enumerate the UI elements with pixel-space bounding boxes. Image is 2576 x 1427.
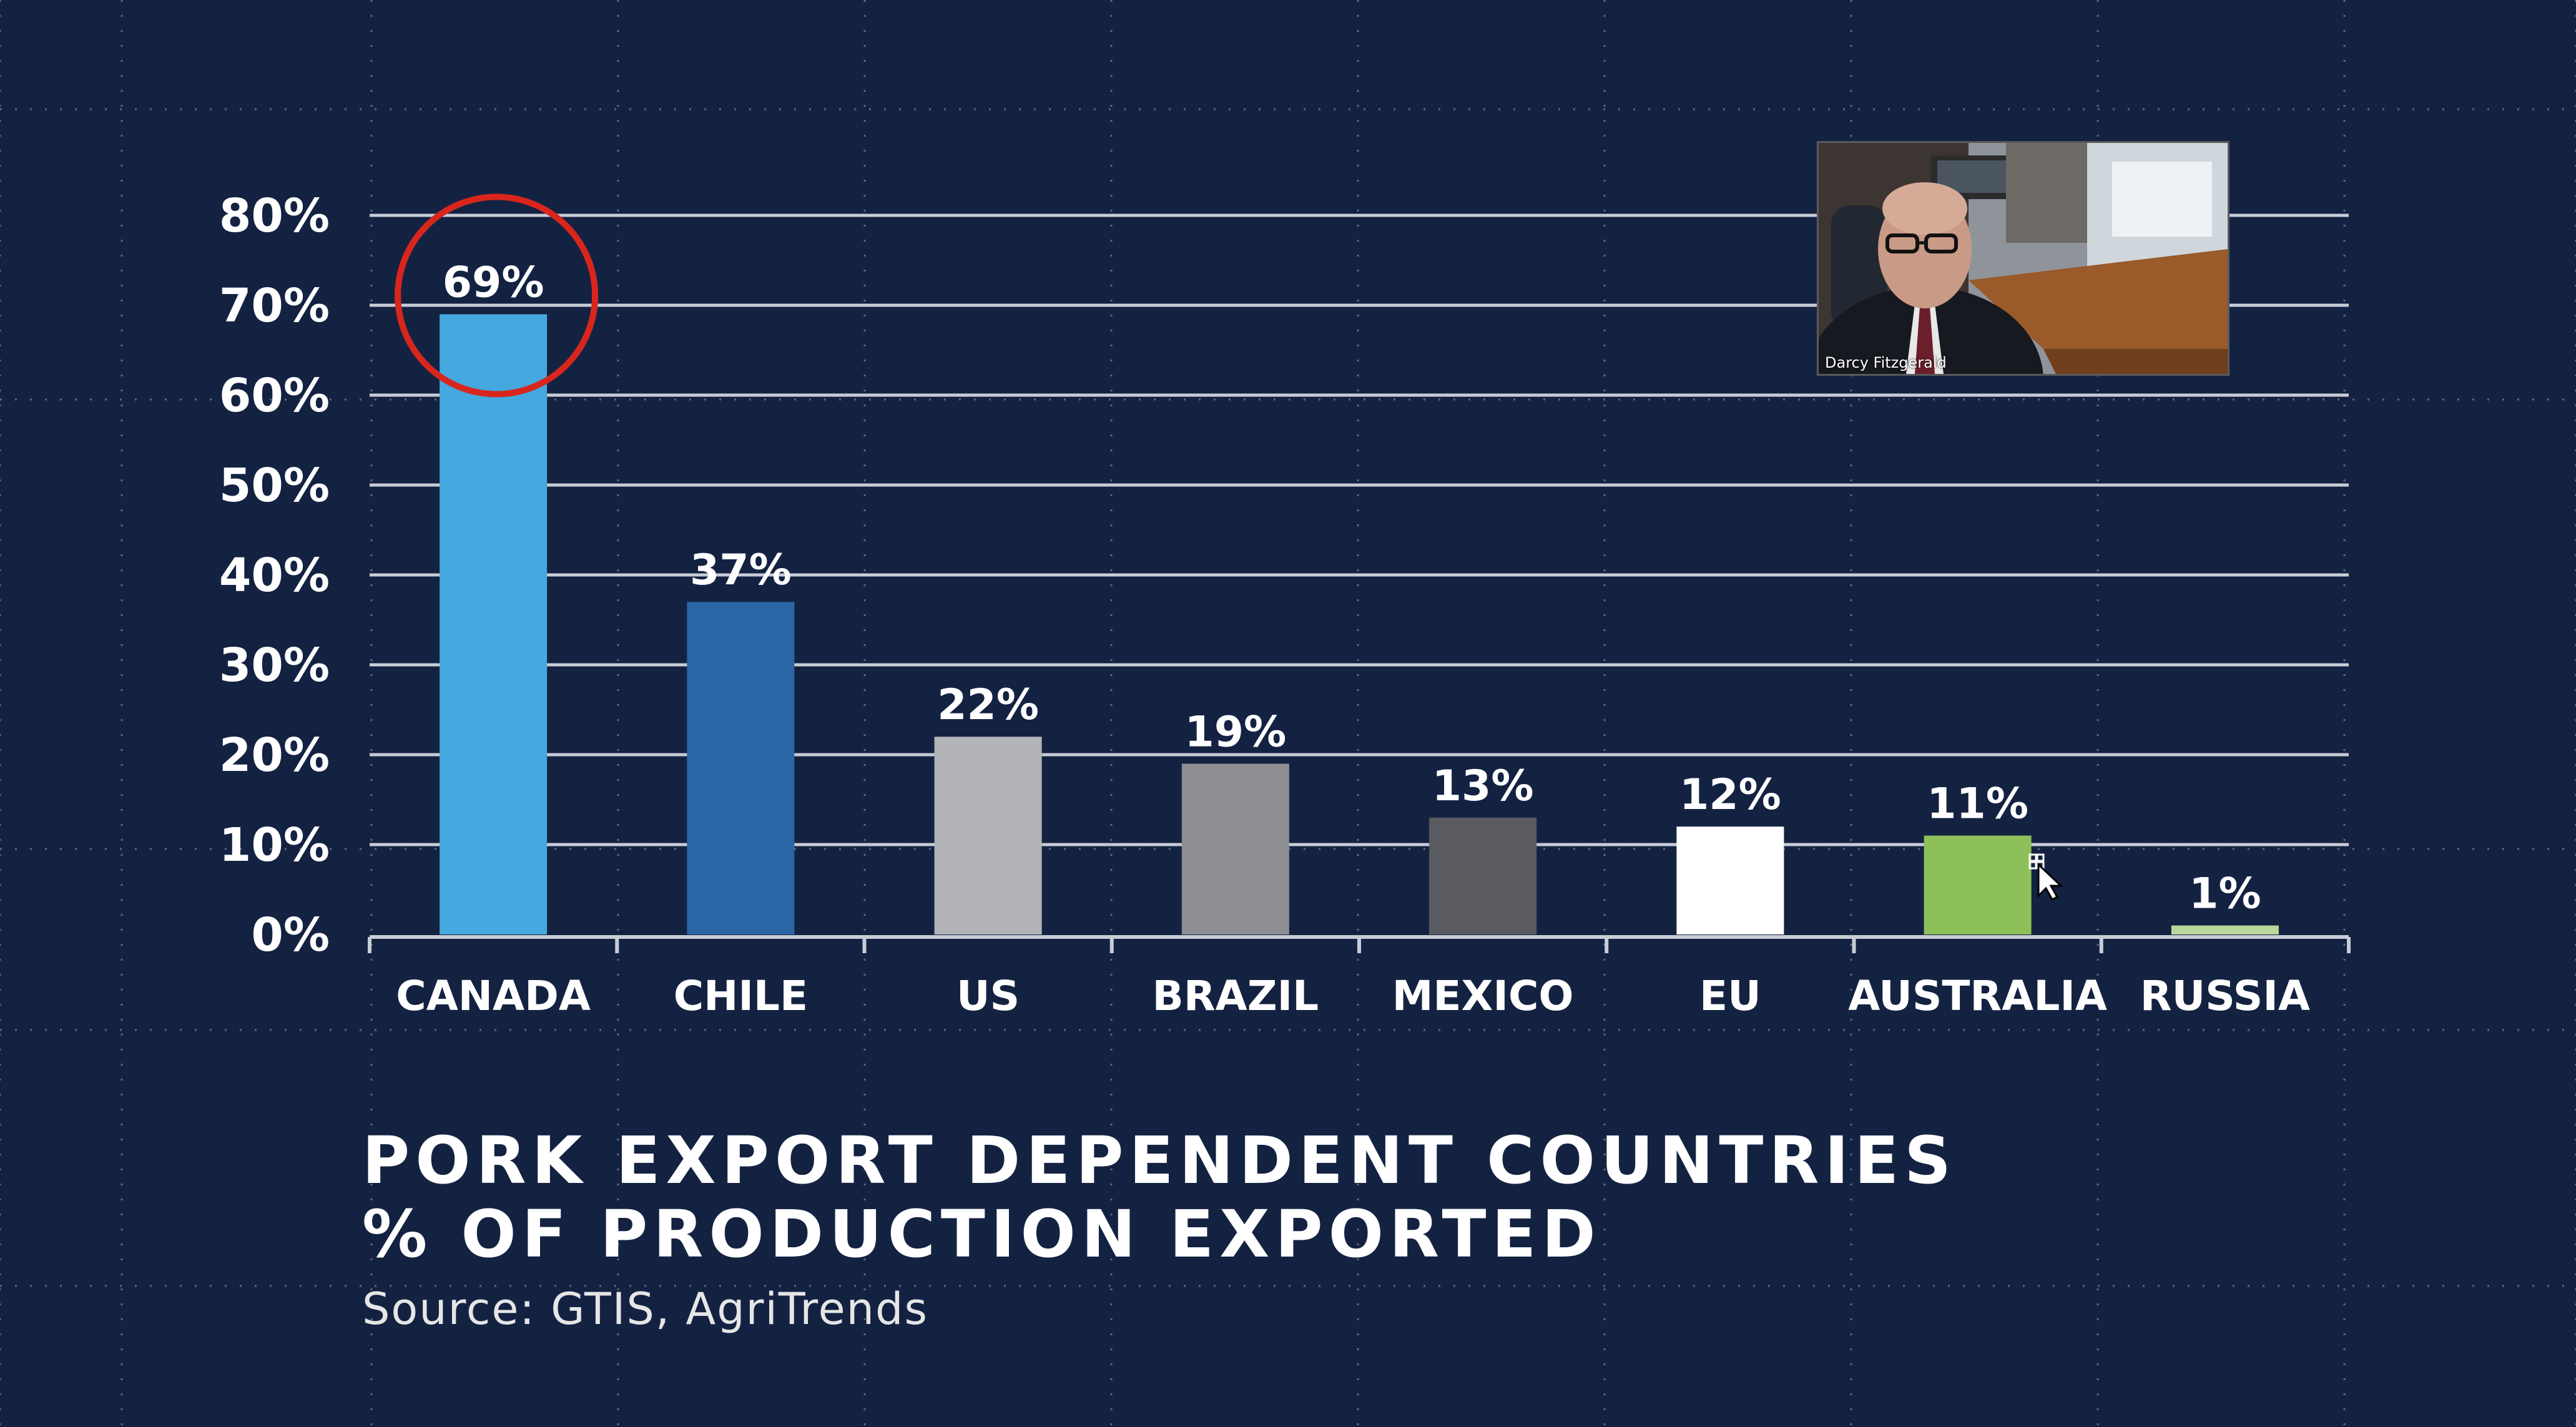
x-tick-label-australia: AUSTRALIA <box>1848 972 2107 1020</box>
chart-bars <box>440 314 2279 934</box>
x-tick-label-us: US <box>956 972 1020 1020</box>
highlight-annotation <box>395 194 599 398</box>
highlight-circle <box>395 194 599 398</box>
bar-brazil <box>1181 763 1289 934</box>
x-tick-label-russia: RUSSIA <box>2140 972 2310 1020</box>
value-label-chile: 37% <box>690 546 792 595</box>
y-tick-label: 20% <box>219 728 330 782</box>
bar-russia <box>2171 925 2279 934</box>
bar-chile <box>687 602 795 934</box>
value-label-eu: 12% <box>1679 770 1781 820</box>
chart-source: Source: GTIS, AgriTrends <box>362 1283 928 1335</box>
value-labels: 69% 37% 22% 19% 13% 12% 11% 1% <box>443 258 2261 918</box>
x-tick-label-mexico: MEXICO <box>1392 972 1574 1020</box>
value-label-russia: 1% <box>2189 870 2261 919</box>
participant-video-tile[interactable]: Darcy Fitzgerald <box>1817 141 2229 376</box>
x-tick-label-brazil: BRAZIL <box>1153 972 1319 1020</box>
x-tick-label-eu: EU <box>1699 972 1761 1020</box>
bar-us <box>934 737 1042 934</box>
y-tick-label: 30% <box>219 639 330 692</box>
y-tick-label: 10% <box>219 818 330 872</box>
bar-eu <box>1676 826 1784 934</box>
y-axis-tick-labels: 0% 10% 20% 30% 40% 50% 60% 70% 80% <box>219 189 330 962</box>
y-tick-label: 50% <box>219 459 330 512</box>
bar-australia <box>1924 835 2032 934</box>
x-axis <box>368 935 2351 953</box>
chart-title: PORK EXPORT DEPENDENT COUNTRIES <box>362 1122 1957 1199</box>
value-label-canada: 69% <box>443 258 544 307</box>
y-tick-label: 70% <box>219 279 330 333</box>
bar-mexico <box>1429 817 1537 934</box>
value-label-australia: 11% <box>1927 780 2028 829</box>
y-tick-label: 40% <box>219 549 330 602</box>
value-label-mexico: 13% <box>1432 762 1534 811</box>
value-label-us: 22% <box>937 680 1039 730</box>
x-axis-tick-labels: CANADA CHILE US BRAZIL MEXICO EU AUSTRALIA RUSS… <box>396 972 2310 1020</box>
y-tick-label: 60% <box>219 369 330 423</box>
chart-title-block: PORK EXPORT DEPENDENT COUNTRIES % OF PRO… <box>362 1124 2235 1335</box>
bar-canada <box>440 314 548 934</box>
chart-subtitle: % OF PRODUCTION EXPORTED <box>362 1196 1601 1272</box>
participant-video-image <box>1819 143 2228 374</box>
x-tick-label-chile: CHILE <box>674 972 808 1020</box>
participant-name-label: Darcy Fitzgerald <box>1825 354 1947 371</box>
value-label-brazil: 19% <box>1184 707 1286 757</box>
y-tick-label: 0% <box>251 908 330 962</box>
y-tick-label: 80% <box>219 189 330 243</box>
x-tick-label-canada: CANADA <box>396 972 591 1020</box>
mouse-cursor-icon <box>2028 853 2063 901</box>
